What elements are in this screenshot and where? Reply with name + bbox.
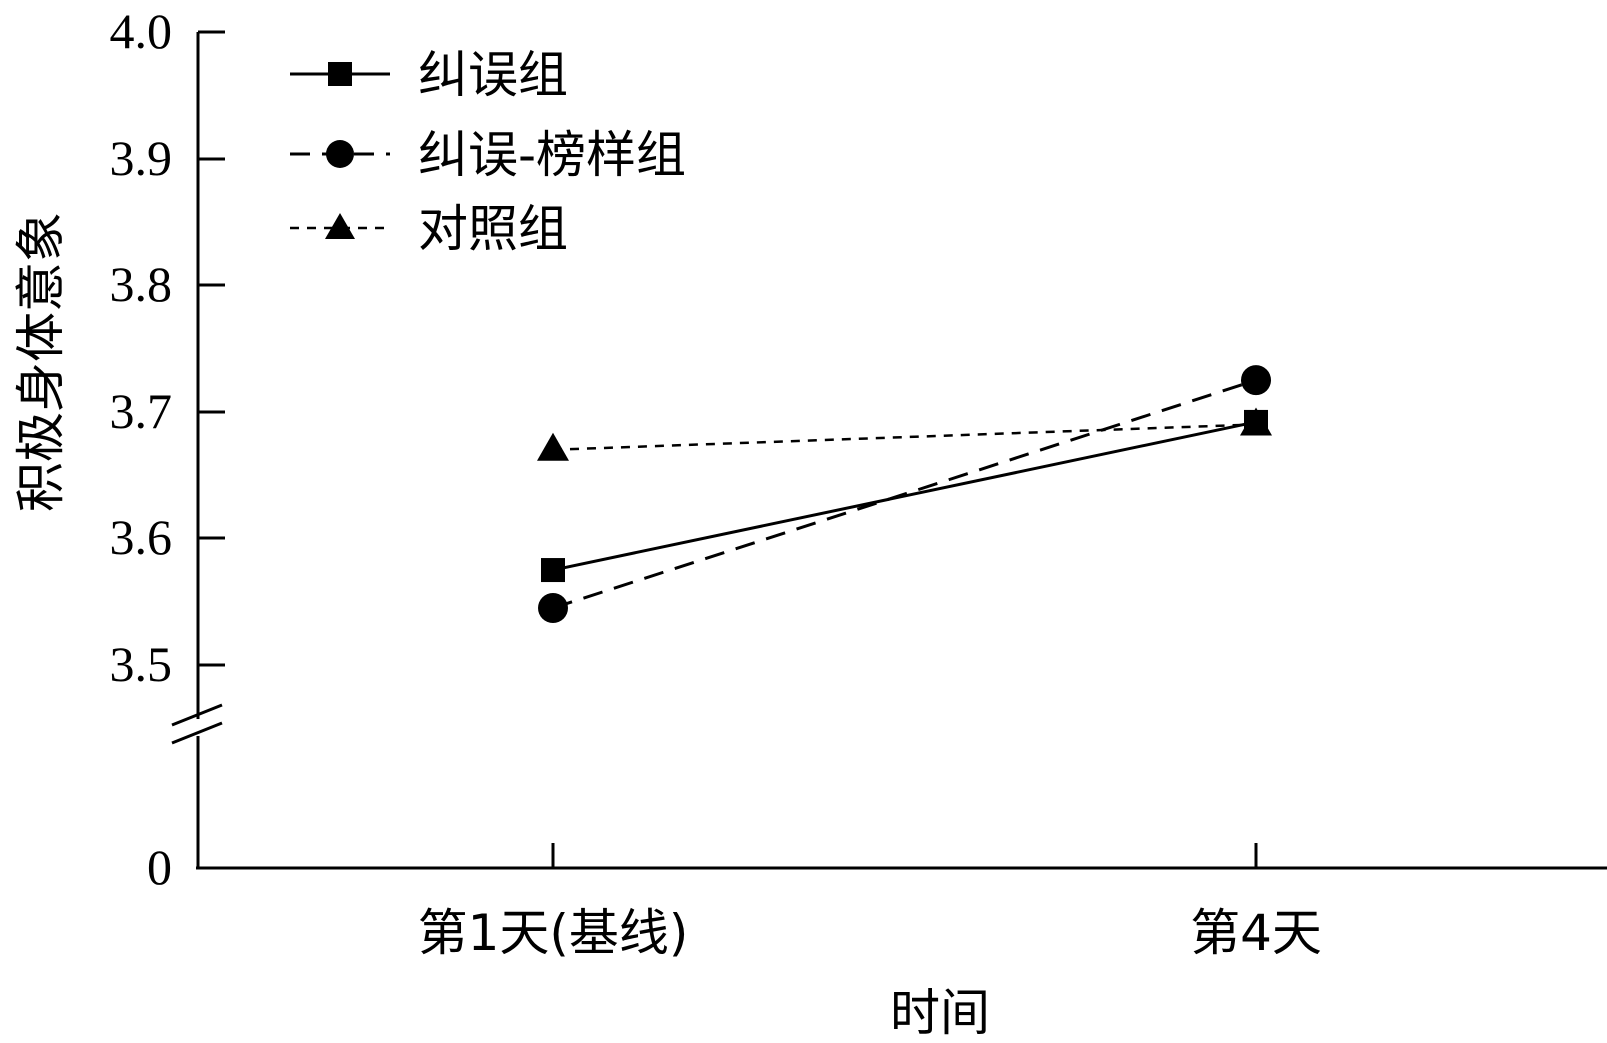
series-line-segment [552,378,1257,610]
series-line-segment [552,420,1257,572]
legend-label: 纠误组 [418,46,568,104]
x-category-label: 第4天 [1190,904,1322,962]
y-tick-label: 4.0 [110,3,173,59]
axis-break-mark [171,703,223,727]
legend: 纠误组 纠误-榜样组 对照组 [290,46,686,258]
legend-label: 纠误-榜样组 [418,126,686,184]
axis-break-mark [171,721,223,745]
legend-circle-marker [326,140,354,168]
data-point-triangle [537,432,569,461]
y-tick-label: 3.5 [110,636,173,692]
y-ticks [198,30,225,667]
data-point-triangle [1240,407,1272,436]
data-point-circle [1241,365,1271,396]
legend-label: 对照组 [418,200,568,258]
series-layer [537,365,1272,624]
y-tick-label: 3.6 [110,509,173,565]
legend-square-marker [328,62,352,86]
legend-triangle-marker [325,213,355,239]
y-tick-label: 3.8 [110,256,173,312]
series-line-segment [552,423,1257,452]
data-point-square [541,558,565,583]
y-axis-title: 积极身体意象 [12,212,70,512]
data-point-circle [538,593,568,624]
x-category-label: 第1天(基线) [418,904,689,962]
legend-item: 纠误-榜样组 [290,126,686,184]
y-tick-label: 0 [147,839,172,895]
x-axis-title: 时间 [890,984,990,1042]
legend-item: 对照组 [290,200,568,258]
legend-item: 纠误组 [290,46,568,104]
y-tick-label: 3.7 [110,383,173,439]
y-tick-label: 3.9 [110,130,173,186]
y-tick-labels: 4.0 3.9 3.8 3.7 3.6 3.5 0 [110,3,173,895]
